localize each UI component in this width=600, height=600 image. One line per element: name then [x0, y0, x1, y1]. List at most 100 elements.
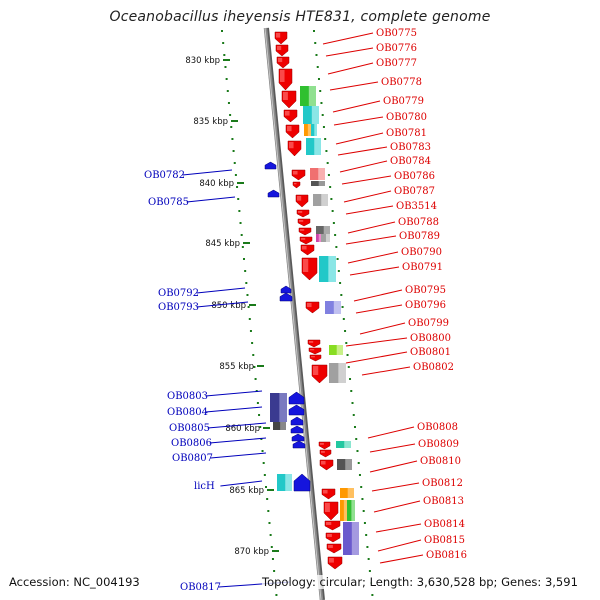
- track-dot: [368, 570, 371, 572]
- forward-gene-27-shade: [326, 522, 332, 525]
- map-title: Oceanobacillus iheyensis HTE831, complet…: [109, 9, 491, 25]
- feature-box-22-shade: [280, 422, 286, 430]
- reverse-gene-5: [288, 404, 305, 416]
- reverse-label-ob0807: OB0807: [172, 453, 213, 464]
- accession-text: Accession: NC_004193: [9, 575, 140, 589]
- track-dot: [271, 558, 274, 560]
- forward-label-leader: [339, 160, 388, 173]
- feature-box-18: [340, 500, 347, 521]
- track-dot: [363, 522, 366, 524]
- reverse-label-leader: [205, 406, 263, 413]
- forward-gene-9: [292, 181, 301, 189]
- forward-label-ob0781: OB0781: [386, 128, 427, 139]
- feature-box-20-shade: [351, 522, 359, 555]
- reverse-label-ob0804: OB0804: [167, 407, 208, 418]
- forward-gene-19-shade: [310, 349, 315, 351]
- track-dot: [261, 450, 264, 452]
- track-dot: [351, 402, 354, 404]
- forward-label-ob0809: OB0809: [418, 439, 459, 450]
- forward-gene-13-shade: [300, 229, 305, 231]
- feature-box-22: [273, 422, 286, 430]
- feature-box-2: [304, 124, 311, 136]
- feature-box-9-shade: [318, 234, 321, 242]
- track-dot: [256, 402, 259, 404]
- reverse-label-leader: [196, 287, 246, 294]
- track-dot: [233, 162, 236, 164]
- track-dot: [314, 42, 317, 44]
- track-dot: [371, 594, 374, 596]
- feature-box-18-shade: [343, 500, 347, 521]
- track-dot: [238, 210, 241, 212]
- track-dot: [268, 522, 271, 524]
- forward-label-ob0791: OB0791: [402, 262, 443, 273]
- track-dot: [356, 450, 359, 452]
- forward-gene-23-shade: [321, 451, 325, 453]
- track-dot: [252, 354, 255, 356]
- track-dot: [336, 258, 339, 260]
- forward-label-leader: [347, 251, 399, 264]
- forward-label-ob0779: OB0779: [383, 96, 424, 107]
- forward-label-leader: [343, 190, 392, 203]
- forward-gene-19: [308, 347, 322, 355]
- track-dot: [352, 414, 355, 416]
- track-dot: [246, 294, 249, 296]
- forward-gene-10-shade: [297, 196, 302, 201]
- forward-gene-21-shade: [313, 366, 319, 375]
- kbp-label: 845 kbp: [205, 239, 240, 249]
- forward-label-leader: [369, 443, 416, 453]
- track-dot: [247, 306, 250, 308]
- feature-box-13-shade: [336, 345, 343, 355]
- forward-label-leader: [325, 47, 374, 57]
- feature-box-17-shade: [347, 488, 354, 498]
- track-dot: [331, 210, 334, 212]
- forward-gene-30-shade: [329, 558, 334, 563]
- feature-box-3: [311, 124, 317, 136]
- track-dot: [244, 270, 247, 272]
- forward-label-leader: [327, 62, 374, 75]
- track-dot: [263, 474, 266, 476]
- kbp-label: 865 kbp: [229, 486, 264, 496]
- forward-label-leader: [332, 100, 381, 113]
- feature-box-2-shade: [307, 124, 311, 136]
- feature-box-6-shade: [318, 181, 325, 186]
- track-dot: [221, 30, 223, 32]
- track-dot: [340, 294, 343, 296]
- track-dot: [358, 474, 361, 476]
- feature-box-21-shade: [279, 393, 287, 422]
- reverse-label-leader: [210, 452, 267, 459]
- reverse-gene-3: [279, 292, 293, 302]
- track-dot: [231, 138, 234, 140]
- forward-gene-2-shade: [278, 58, 283, 63]
- forward-label-ob0786: OB0786: [394, 171, 435, 182]
- reverse-gene-7: [290, 425, 304, 434]
- feature-box-9: [316, 234, 321, 242]
- kbp-ticks: 830 kbp 835 kbp 840 kbp 845 kbp 850 kbp 855 k…: [185, 56, 279, 557]
- reverse-label-ob0792: OB0792: [158, 288, 199, 299]
- forward-label-ob0816: OB0816: [426, 550, 467, 561]
- forward-label-ob0813: OB0813: [423, 496, 464, 507]
- track-dot: [249, 330, 252, 332]
- track-dot: [366, 546, 369, 548]
- kbp-label: 855 kbp: [219, 362, 254, 372]
- track-dot: [324, 138, 327, 140]
- forward-gene-15-shade: [302, 246, 307, 250]
- forward-label-leader: [349, 266, 400, 276]
- track-dot: [332, 222, 335, 224]
- forward-gene-5-shade: [285, 111, 290, 116]
- forward-gene-3-shade: [280, 70, 285, 82]
- forward-label-ob0796: OB0796: [405, 300, 446, 311]
- track-dot: [365, 534, 368, 536]
- track-dot: [239, 222, 242, 224]
- track-dot: [316, 66, 319, 68]
- feature-box-5-shade: [318, 168, 325, 180]
- track-dot: [224, 66, 227, 68]
- track-dot: [254, 378, 257, 380]
- forward-label-ob0783: OB0783: [390, 142, 431, 153]
- forward-label-ob0790: OB0790: [401, 247, 442, 258]
- reverse-label-ob0785: OB0785: [148, 197, 189, 208]
- track-dot: [243, 258, 245, 260]
- track-dot: [259, 426, 262, 428]
- forward-label-leader: [379, 554, 424, 564]
- feature-box-15-shade: [344, 441, 351, 448]
- feature-box-23-shade: [285, 474, 292, 491]
